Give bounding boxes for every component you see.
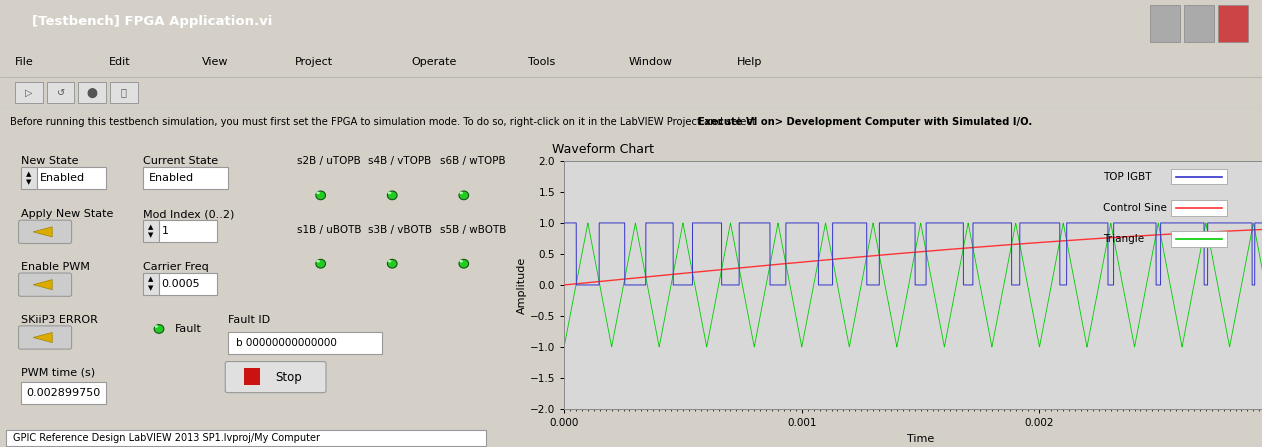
Text: Project: Project <box>295 57 333 67</box>
Text: 1: 1 <box>162 226 169 236</box>
Ellipse shape <box>316 259 326 268</box>
Ellipse shape <box>154 325 164 333</box>
Text: Enabled: Enabled <box>149 173 193 183</box>
Text: 0.002899750: 0.002899750 <box>27 388 101 398</box>
Ellipse shape <box>317 260 319 262</box>
FancyBboxPatch shape <box>21 168 37 189</box>
Y-axis label: Amplitude: Amplitude <box>517 256 528 314</box>
Text: Current State: Current State <box>143 156 218 166</box>
Bar <box>244 368 260 385</box>
FancyBboxPatch shape <box>37 168 106 189</box>
Ellipse shape <box>387 192 391 194</box>
FancyBboxPatch shape <box>159 220 217 242</box>
Ellipse shape <box>459 260 463 262</box>
Text: Fault: Fault <box>175 324 202 334</box>
Text: Execute VI on> Development Computer with Simulated I/O.: Execute VI on> Development Computer with… <box>698 117 1032 127</box>
Text: ▷: ▷ <box>25 88 33 97</box>
Ellipse shape <box>387 260 391 262</box>
FancyBboxPatch shape <box>19 220 72 244</box>
Polygon shape <box>33 227 52 237</box>
Text: Fault ID: Fault ID <box>228 315 270 325</box>
Text: ⏸: ⏸ <box>121 88 126 97</box>
X-axis label: Time: Time <box>907 434 934 443</box>
Text: New State: New State <box>21 156 78 166</box>
FancyBboxPatch shape <box>143 168 228 189</box>
FancyBboxPatch shape <box>1171 169 1227 185</box>
Text: File: File <box>15 57 34 67</box>
Text: ↺: ↺ <box>57 88 64 97</box>
FancyBboxPatch shape <box>19 273 72 296</box>
Text: s3B / vBOTB: s3B / vBOTB <box>369 224 433 235</box>
Text: Stop: Stop <box>275 371 303 384</box>
FancyBboxPatch shape <box>19 326 72 349</box>
Ellipse shape <box>387 259 398 268</box>
Text: Tools: Tools <box>528 57 555 67</box>
Ellipse shape <box>387 191 398 200</box>
Text: Enable PWM: Enable PWM <box>21 262 90 272</box>
FancyBboxPatch shape <box>1171 232 1227 247</box>
Text: ▼: ▼ <box>149 232 154 238</box>
Text: b 00000000000000: b 00000000000000 <box>236 338 337 348</box>
FancyBboxPatch shape <box>143 220 159 242</box>
Bar <box>1184 4 1214 42</box>
Ellipse shape <box>459 192 463 194</box>
Text: Help: Help <box>737 57 762 67</box>
Text: ▲: ▲ <box>27 171 32 177</box>
Ellipse shape <box>316 191 326 200</box>
Ellipse shape <box>154 325 158 328</box>
Bar <box>1218 4 1248 42</box>
Text: s5B / wBOTB: s5B / wBOTB <box>440 224 506 235</box>
Ellipse shape <box>317 192 319 194</box>
Bar <box>15 81 43 103</box>
Text: Before running this testbench simulation, you must first set the FPGA to simulat: Before running this testbench simulation… <box>10 117 758 127</box>
FancyBboxPatch shape <box>228 332 381 354</box>
Text: s6B / wTOPB: s6B / wTOPB <box>440 156 506 166</box>
Text: Operate: Operate <box>411 57 457 67</box>
Text: Carrier Freq: Carrier Freq <box>143 262 208 272</box>
Text: View: View <box>202 57 228 67</box>
Polygon shape <box>33 280 52 290</box>
Text: ▲: ▲ <box>149 277 154 283</box>
Bar <box>78 81 106 103</box>
Bar <box>1150 4 1180 42</box>
FancyBboxPatch shape <box>21 382 106 404</box>
Text: Edit: Edit <box>109 57 130 67</box>
Text: ▼: ▼ <box>27 180 32 186</box>
Text: ▲: ▲ <box>149 224 154 230</box>
Bar <box>47 81 74 103</box>
FancyBboxPatch shape <box>143 273 159 295</box>
Text: [Testbench] FPGA Application.vi: [Testbench] FPGA Application.vi <box>32 15 271 28</box>
Text: TOP IGBT: TOP IGBT <box>1103 172 1152 181</box>
Polygon shape <box>33 333 52 342</box>
Text: Waveform Chart: Waveform Chart <box>551 143 654 156</box>
Text: Enabled: Enabled <box>40 173 85 183</box>
Ellipse shape <box>459 259 468 268</box>
Text: Window: Window <box>628 57 673 67</box>
Text: s2B / uTOPB: s2B / uTOPB <box>297 156 361 166</box>
Text: Triangle: Triangle <box>1103 234 1145 244</box>
FancyBboxPatch shape <box>225 362 326 392</box>
Bar <box>110 81 138 103</box>
Text: ⬤: ⬤ <box>87 88 97 97</box>
FancyBboxPatch shape <box>159 273 217 295</box>
Text: GPIC Reference Design LabVIEW 2013 SP1.lvproj/My Computer: GPIC Reference Design LabVIEW 2013 SP1.l… <box>13 433 319 443</box>
Text: s4B / vTOPB: s4B / vTOPB <box>369 156 432 166</box>
Text: Mod Index (0..2): Mod Index (0..2) <box>143 209 235 219</box>
Ellipse shape <box>459 191 468 200</box>
FancyBboxPatch shape <box>1171 200 1227 216</box>
Text: 0.0005: 0.0005 <box>162 279 201 289</box>
Text: s1B / uBOTB: s1B / uBOTB <box>297 224 361 235</box>
Text: ▼: ▼ <box>149 285 154 291</box>
Text: Apply New State: Apply New State <box>21 209 114 219</box>
Text: PWM time (s): PWM time (s) <box>21 367 96 377</box>
Text: Control Sine: Control Sine <box>1103 203 1167 213</box>
Text: SKiiP3 ERROR: SKiiP3 ERROR <box>21 315 98 325</box>
FancyBboxPatch shape <box>6 430 486 446</box>
